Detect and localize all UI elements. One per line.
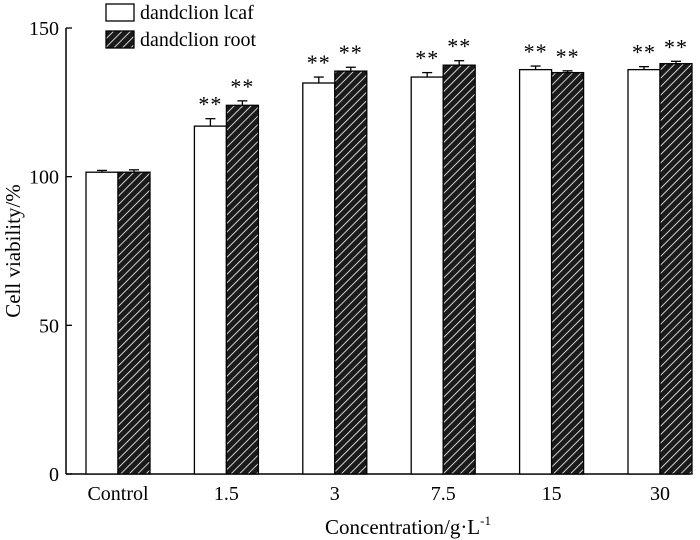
significance-marker: ** (415, 46, 439, 71)
significance-marker: ** (198, 92, 222, 117)
x-tick-label: 30 (650, 483, 670, 505)
bar-leaf (518, 68, 553, 475)
y-tick-label: 150 (29, 18, 59, 40)
bar-root (442, 64, 476, 475)
significance-marker: ** (556, 44, 580, 69)
bar-root (225, 104, 260, 475)
significance-marker: ** (664, 34, 688, 59)
significance-marker: ** (307, 50, 331, 75)
significance-marker: ** (230, 74, 254, 99)
significance-marker: ** (524, 39, 548, 64)
x-tick-label: 15 (542, 483, 562, 505)
x-axis-title-superscript: -1 (480, 513, 491, 528)
bar-leaf (85, 171, 119, 475)
y-axis-title: Cell viability/% (1, 184, 25, 318)
x-tick-label: 7.5 (431, 483, 456, 505)
significance-marker: ** (339, 40, 363, 65)
legend-label-leaf: dandclion lcaf (140, 2, 254, 24)
x-tick-label: 3 (330, 483, 340, 505)
y-axis-ticks: 0 50 100 150 (29, 18, 72, 486)
legend-label-root: dandclion root (140, 29, 257, 51)
x-axis-ticks: Control 1.5 3 7.5 15 30 (87, 483, 670, 505)
legend-swatch-open (105, 3, 135, 22)
bar-leaf (627, 68, 661, 475)
y-tick-label: 0 (49, 464, 59, 486)
significance-marker: ** (632, 40, 656, 65)
bars-group: ** ** ** ** ** ** ** ** ** ** (85, 34, 693, 475)
bar-root (550, 71, 585, 475)
bar-leaf (302, 82, 336, 475)
x-tick-label: Control (87, 483, 149, 505)
y-tick-label: 50 (39, 315, 59, 337)
bar-leaf (410, 76, 444, 475)
bar-root (334, 70, 368, 475)
x-tick-label: 1.5 (214, 483, 239, 505)
significance-marker: ** (447, 34, 471, 59)
bar-root (659, 63, 693, 475)
bar-leaf (193, 125, 228, 475)
legend: dandclion lcaf dandclion root (105, 2, 257, 51)
legend-swatch-hatched (105, 30, 135, 49)
y-tick-label: 100 (29, 167, 59, 189)
bar-root (117, 171, 151, 475)
x-axis-title: Concentration/g·L-1 (325, 513, 491, 539)
